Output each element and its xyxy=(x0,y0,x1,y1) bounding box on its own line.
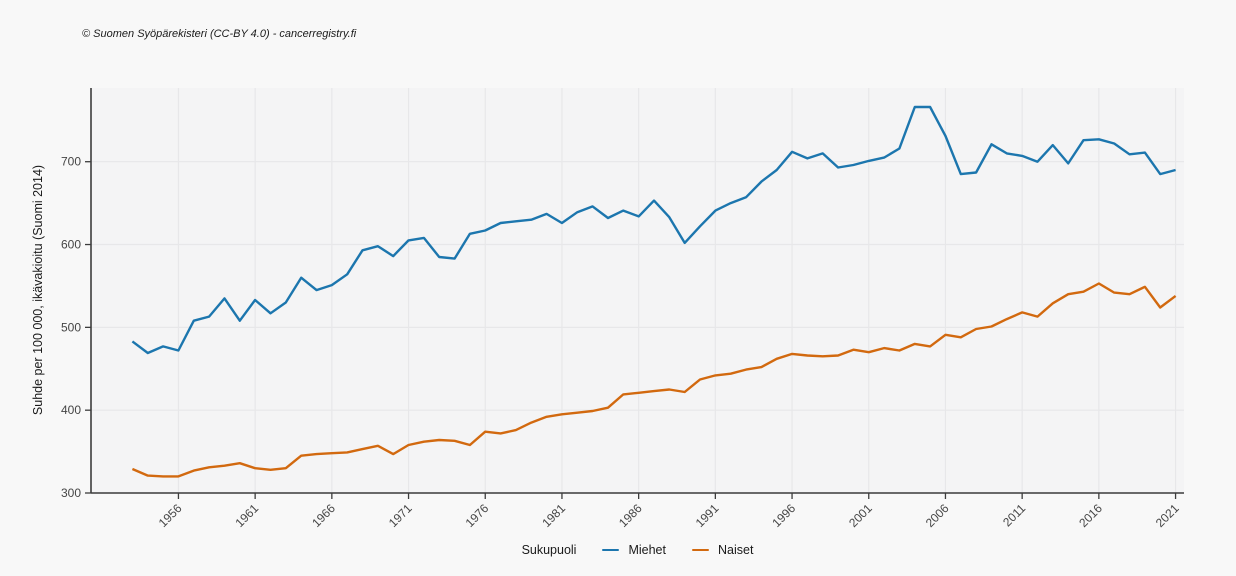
x-tick-label: 1976 xyxy=(463,501,492,530)
y-tick-label: 400 xyxy=(61,403,81,417)
y-tick-label: 700 xyxy=(61,155,81,169)
x-tick-label: 1956 xyxy=(156,501,185,530)
x-tick-label: 1971 xyxy=(386,501,415,530)
x-tick-label: 2006 xyxy=(923,501,952,530)
copyright-text: © Suomen Syöpärekisteri (CC-BY 4.0) - ca… xyxy=(82,28,357,40)
y-tick-label: 500 xyxy=(61,320,81,334)
y-tick-label: 300 xyxy=(61,486,81,500)
legend-item-naiset[interactable]: Naiset xyxy=(692,543,753,557)
series-line-miehet xyxy=(131,105,1176,355)
x-tick-label: 2021 xyxy=(1153,501,1182,530)
x-tick-label: 2016 xyxy=(1076,501,1105,530)
x-tick-label: 1966 xyxy=(309,501,338,530)
legend: Sukupuoli Miehet Naiset xyxy=(91,543,1184,557)
miehet-line-swatch-icon xyxy=(602,548,620,552)
x-tick-label: 2011 xyxy=(1000,501,1028,529)
series-line-naiset xyxy=(131,282,1177,478)
plot-panel xyxy=(91,88,1184,493)
x-tick-label: 1981 xyxy=(539,501,568,530)
legend-label-naiset: Naiset xyxy=(718,543,754,557)
x-tick-label: 1986 xyxy=(616,501,645,530)
y-tick-label: 600 xyxy=(61,238,81,252)
legend-title: Sukupuoli xyxy=(521,543,577,557)
x-tick-label: 1996 xyxy=(769,501,798,530)
x-tick-label: 2001 xyxy=(846,501,875,530)
x-tick-label: 1961 xyxy=(232,501,261,530)
legend-label-miehet: Miehet xyxy=(628,543,666,557)
naiset-line-swatch-icon xyxy=(692,548,709,552)
x-tick-label: 1991 xyxy=(693,501,722,530)
legend-item-miehet[interactable]: Miehet xyxy=(602,543,666,557)
